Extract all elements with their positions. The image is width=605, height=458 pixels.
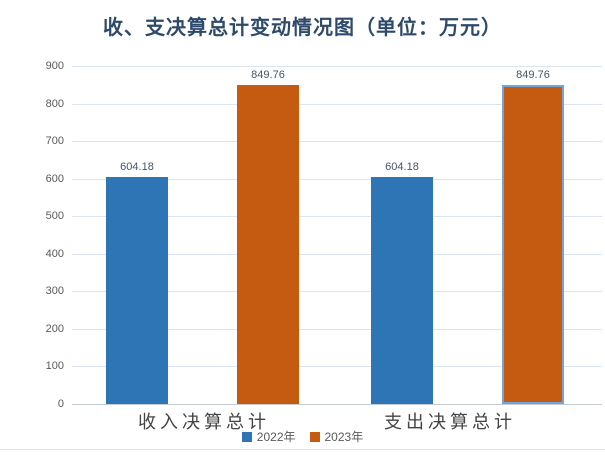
gridline-200 <box>72 328 602 330</box>
bottom-border-line <box>0 449 605 450</box>
legend-swatch-2023年 <box>309 431 320 442</box>
legend-label-2022年: 2022年 <box>256 430 296 444</box>
y-tick-label-900: 900 <box>45 60 64 72</box>
gridline-900 <box>72 66 602 67</box>
y-tick-label-800: 800 <box>45 97 64 110</box>
y-tick-label-0: 0 <box>57 398 64 410</box>
data-label-2023年-收入决算总计: 849.76 <box>251 69 285 81</box>
gridline-500 <box>72 216 602 218</box>
category-label-支出决算总计: 支出决算总计 <box>384 412 516 432</box>
legend-swatch-2022年 <box>241 431 252 442</box>
gridline-700 <box>72 141 602 143</box>
legend-item-2022年[interactable]: 2022年 <box>241 428 296 445</box>
plot-area <box>72 66 602 405</box>
bar-2022年-收入决算总计[interactable] <box>106 177 168 404</box>
y-tick-label-400: 400 <box>45 247 64 260</box>
chart-title: 收、支决算总计变动情况图（单位：万元） <box>103 17 502 39</box>
gridline-600 <box>72 178 602 180</box>
y-tick-label-700: 700 <box>45 135 64 148</box>
y-tick-label-300: 300 <box>45 285 64 298</box>
data-label-2023年-支出决算总计: 849.76 <box>516 69 550 81</box>
gridline-300 <box>72 291 602 293</box>
y-tick-label-600: 600 <box>45 172 64 185</box>
legend-item-2023年[interactable]: 2023年 <box>309 428 364 445</box>
bar-2022年-支出决算总计[interactable] <box>371 177 433 404</box>
bar-2023年-支出决算总计[interactable] <box>502 85 564 404</box>
category-label-收入决算总计: 收入决算总计 <box>138 412 270 432</box>
y-tick-label-100: 100 <box>45 360 64 373</box>
y-tick-label-500: 500 <box>45 210 64 223</box>
legend-label-2023年: 2023年 <box>324 430 364 444</box>
gridline-800 <box>72 103 602 105</box>
bar-2023年-收入决算总计[interactable] <box>237 85 299 404</box>
x-axis-line <box>72 404 602 405</box>
legend: 2022年 2023年 <box>0 428 605 445</box>
data-label-2022年-支出决算总计: 604.18 <box>385 161 419 173</box>
gridline-400 <box>72 253 602 255</box>
y-tick-label-200: 200 <box>45 322 64 335</box>
gridline-100 <box>72 366 602 368</box>
data-label-2022年-收入决算总计: 604.18 <box>120 161 154 173</box>
